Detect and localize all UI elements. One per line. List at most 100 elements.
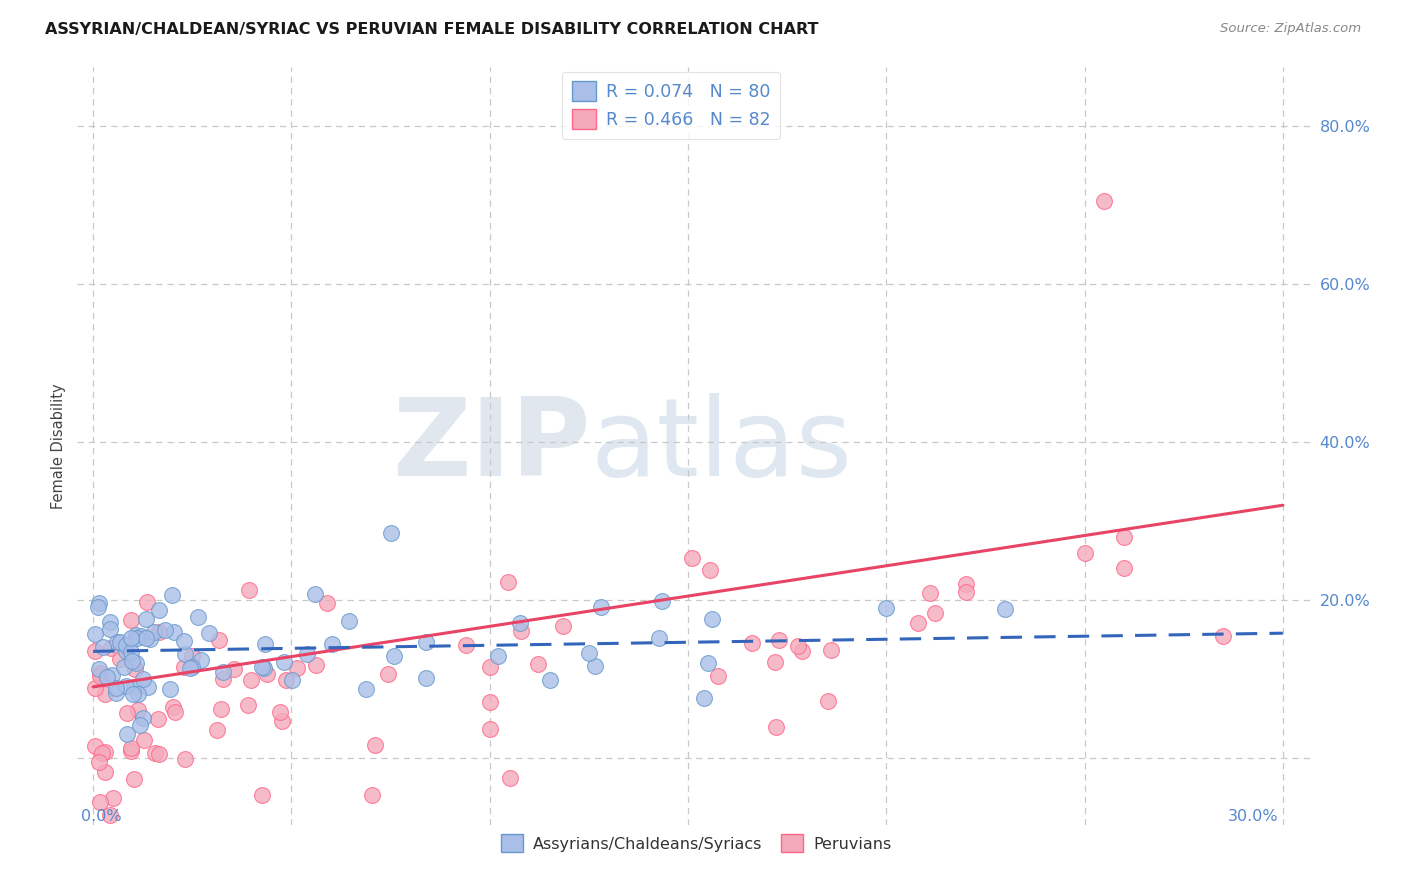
Point bbox=[163, 705, 186, 719]
Point bbox=[142, 624, 165, 639]
Point bbox=[252, 660, 274, 674]
Point bbox=[1073, 546, 1095, 560]
Point bbox=[208, 632, 231, 647]
Point bbox=[647, 631, 669, 645]
Point bbox=[190, 653, 212, 667]
Point bbox=[117, 727, 139, 741]
Point bbox=[136, 595, 159, 609]
Point bbox=[112, 660, 135, 674]
Point bbox=[198, 626, 221, 640]
Point bbox=[205, 723, 228, 738]
Point bbox=[763, 655, 786, 669]
Point bbox=[316, 596, 339, 610]
Text: atlas: atlas bbox=[591, 393, 853, 499]
Point bbox=[281, 673, 304, 688]
Point bbox=[122, 687, 145, 701]
Point bbox=[124, 662, 146, 676]
Point bbox=[364, 738, 387, 752]
Legend: Assyrians/Chaldeans/Syriacs, Peruvians: Assyrians/Chaldeans/Syriacs, Peruvians bbox=[495, 828, 897, 859]
Point bbox=[285, 661, 308, 675]
Point bbox=[209, 702, 232, 716]
Point bbox=[955, 585, 977, 599]
Point bbox=[138, 681, 160, 695]
Point bbox=[454, 639, 477, 653]
Point bbox=[93, 640, 115, 654]
Point bbox=[122, 772, 145, 787]
Point bbox=[101, 790, 124, 805]
Point bbox=[955, 577, 977, 591]
Point bbox=[128, 717, 150, 731]
Point bbox=[148, 602, 170, 616]
Point bbox=[1114, 561, 1136, 575]
Point bbox=[96, 669, 118, 683]
Point bbox=[361, 789, 384, 803]
Point bbox=[526, 657, 548, 671]
Point bbox=[159, 681, 181, 696]
Point bbox=[173, 659, 195, 673]
Point bbox=[162, 699, 184, 714]
Point bbox=[924, 606, 946, 620]
Y-axis label: Female Disability: Female Disability bbox=[51, 384, 66, 508]
Point bbox=[382, 649, 405, 664]
Point bbox=[121, 654, 143, 668]
Point bbox=[98, 622, 121, 636]
Point bbox=[173, 633, 195, 648]
Point bbox=[94, 764, 117, 779]
Point bbox=[89, 666, 111, 681]
Point bbox=[120, 741, 142, 756]
Point bbox=[256, 667, 278, 681]
Point bbox=[321, 637, 343, 651]
Point bbox=[146, 712, 169, 726]
Point bbox=[125, 627, 148, 641]
Point bbox=[297, 648, 319, 662]
Point bbox=[104, 686, 127, 700]
Point bbox=[135, 632, 157, 646]
Point bbox=[110, 651, 132, 665]
Point bbox=[538, 673, 561, 687]
Point bbox=[918, 586, 941, 600]
Point bbox=[253, 661, 276, 675]
Point bbox=[354, 682, 377, 697]
Point bbox=[820, 642, 842, 657]
Point bbox=[706, 669, 728, 683]
Point bbox=[741, 636, 763, 650]
Point bbox=[107, 635, 129, 649]
Point bbox=[187, 610, 209, 624]
Point bbox=[875, 601, 897, 615]
Point bbox=[702, 611, 724, 625]
Point bbox=[1114, 530, 1136, 544]
Point bbox=[125, 657, 148, 671]
Point bbox=[143, 746, 166, 760]
Text: ZIP: ZIP bbox=[392, 393, 591, 499]
Point bbox=[415, 635, 437, 649]
Point bbox=[120, 613, 142, 627]
Point bbox=[589, 599, 612, 614]
Point bbox=[693, 691, 716, 706]
Point bbox=[496, 575, 519, 590]
Point bbox=[499, 771, 522, 785]
Point bbox=[148, 747, 170, 762]
Point bbox=[181, 660, 204, 674]
Point bbox=[98, 808, 121, 822]
Point bbox=[108, 634, 131, 648]
Point bbox=[89, 795, 111, 809]
Point bbox=[84, 681, 107, 695]
Point bbox=[681, 551, 703, 566]
Point bbox=[131, 629, 153, 643]
Point bbox=[1094, 194, 1116, 209]
Point bbox=[181, 649, 204, 664]
Point bbox=[273, 656, 295, 670]
Point bbox=[160, 588, 183, 602]
Point bbox=[131, 711, 153, 725]
Point bbox=[84, 739, 107, 753]
Point bbox=[486, 648, 509, 663]
Point bbox=[224, 662, 246, 676]
Point bbox=[139, 632, 162, 646]
Point bbox=[479, 695, 502, 709]
Text: Source: ZipAtlas.com: Source: ZipAtlas.com bbox=[1220, 22, 1361, 36]
Point bbox=[583, 659, 606, 673]
Point bbox=[252, 788, 274, 802]
Point bbox=[127, 703, 149, 717]
Point bbox=[377, 667, 399, 681]
Point bbox=[1212, 628, 1234, 642]
